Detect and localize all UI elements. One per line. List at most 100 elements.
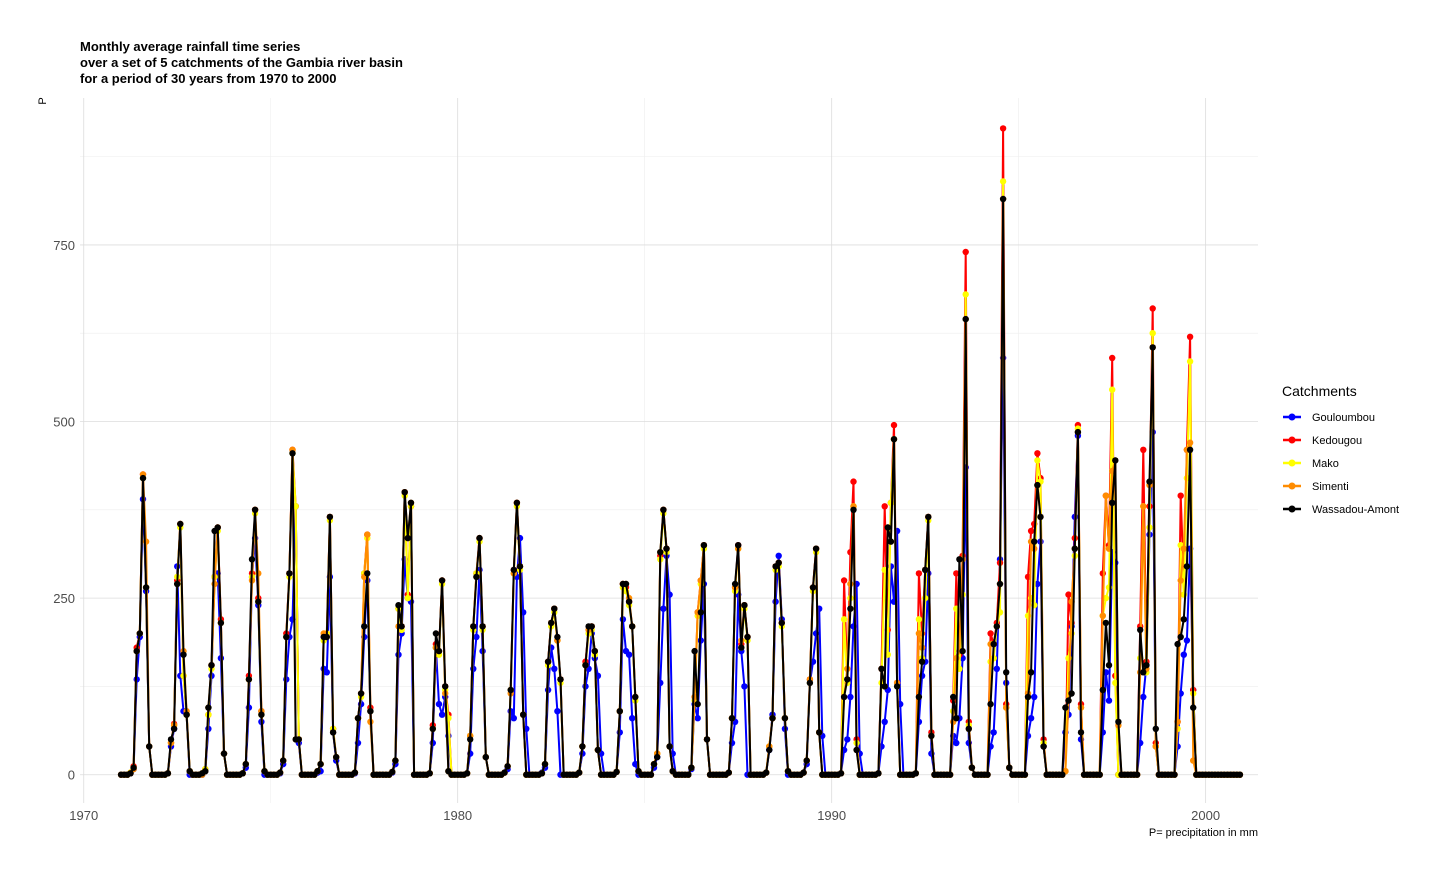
data-point-wassadou-amont — [1105, 662, 1113, 669]
x-tick-label: 1970 — [69, 808, 98, 823]
data-point-wassadou-amont — [202, 768, 209, 775]
data-point-wassadou-amont — [167, 736, 175, 743]
y-tick-labels: 0 250 500 750 — [53, 238, 75, 783]
data-point-wassadou-amont — [438, 577, 446, 584]
data-point-wassadou-amont — [741, 602, 748, 609]
data-point-wassadou-amont — [1177, 633, 1184, 641]
data-point-wassadou-amont — [647, 771, 655, 778]
data-point-wassadou-amont — [467, 736, 474, 743]
data-point-mako — [840, 616, 848, 623]
data-point-wassadou-amont — [850, 506, 857, 513]
data-point-wassadou-amont — [482, 753, 489, 761]
data-point-simenti — [1180, 545, 1188, 552]
data-point-wassadou-amont — [993, 623, 1000, 630]
legend-label: Wassadou-Amont — [1312, 504, 1399, 516]
data-point-wassadou-amont — [840, 693, 848, 701]
data-point-wassadou-amont — [763, 769, 770, 776]
data-point-wassadou-amont — [1062, 704, 1069, 711]
data-point-wassadou-amont — [1171, 771, 1178, 778]
data-point-gouloumbou — [473, 633, 480, 641]
data-point-wassadou-amont — [685, 771, 692, 778]
data-point-gouloumbou — [551, 665, 558, 672]
data-point-wassadou-amont — [404, 534, 411, 542]
data-point-wassadou-amont — [1102, 619, 1110, 627]
data-point-wassadou-amont — [130, 764, 137, 771]
data-point-wassadou-amont — [700, 542, 708, 549]
legend-label: Simenti — [1312, 481, 1349, 493]
data-point-wassadou-amont — [844, 676, 851, 683]
data-point-wassadou-amont — [139, 474, 147, 482]
data-point-mako — [999, 178, 1007, 185]
data-point-wassadou-amont — [735, 542, 742, 549]
data-point-wassadou-amont — [389, 768, 396, 776]
data-point-gouloumbou — [953, 739, 960, 747]
data-point-wassadou-amont — [890, 436, 898, 443]
data-point-wassadou-amont — [258, 711, 265, 718]
data-point-wassadou-amont — [1099, 686, 1107, 694]
data-point-wassadou-amont — [395, 602, 402, 609]
data-point-wassadou-amont — [351, 769, 359, 776]
chart-title: Monthly average rainfall time series ove… — [80, 39, 403, 86]
data-point-mako — [915, 616, 923, 623]
data-point-wassadou-amont — [622, 580, 630, 588]
legend-label: Kedougou — [1312, 435, 1362, 447]
data-point-kedougou — [987, 630, 994, 637]
data-point-wassadou-amont — [180, 651, 187, 658]
data-point-wassadou-amont — [875, 770, 882, 777]
data-point-gouloumbou — [435, 700, 443, 708]
data-point-mako — [1034, 457, 1041, 464]
data-point-kedougou — [1065, 591, 1072, 598]
data-point-wassadou-amont — [956, 556, 963, 563]
data-point-gouloumbou — [1140, 693, 1147, 701]
legend-label: Mako — [1312, 458, 1339, 470]
data-point-wassadou-amont — [174, 580, 181, 588]
data-point-kedougou — [1177, 492, 1184, 499]
chart-caption: P= precipitation in mm — [1149, 827, 1258, 839]
y-tick-label: 250 — [53, 591, 75, 606]
data-point-wassadou-amont — [591, 647, 598, 655]
data-point-wassadou-amont — [959, 647, 966, 655]
data-point-kedougou — [1186, 333, 1194, 340]
data-point-wassadou-amont — [136, 630, 143, 637]
data-point-gouloumbou — [993, 665, 1000, 672]
data-point-wassadou-amont — [893, 683, 901, 690]
data-point-wassadou-amont — [183, 711, 190, 718]
data-point-kedougou — [1034, 450, 1041, 457]
data-point-kedougou — [881, 503, 888, 510]
data-point-wassadou-amont — [1180, 616, 1188, 623]
data-point-gouloumbou — [1105, 697, 1113, 704]
data-point-wassadou-amont — [476, 534, 483, 542]
y-tick-label: 0 — [68, 768, 75, 783]
data-point-wassadou-amont — [965, 725, 972, 732]
data-point-wassadou-amont — [280, 757, 287, 764]
data-point-wassadou-amont — [551, 605, 558, 612]
data-point-wassadou-amont — [650, 760, 658, 768]
data-point-wassadou-amont — [289, 450, 296, 457]
data-point-wassadou-amont — [812, 545, 820, 552]
data-point-wassadou-amont — [407, 499, 415, 506]
data-point-wassadou-amont — [1152, 725, 1160, 732]
data-point-wassadou-amont — [809, 584, 817, 591]
data-point-wassadou-amont — [582, 662, 589, 669]
data-point-mako — [1109, 386, 1116, 393]
data-point-wassadou-amont — [660, 506, 667, 513]
data-point-kedougou — [962, 248, 969, 256]
data-point-gouloumbou — [323, 669, 330, 676]
title-line-1: Monthly average rainfall time series — [80, 39, 300, 54]
data-point-wassadou-amont — [576, 769, 583, 776]
y-tick-label: 500 — [53, 415, 75, 430]
legend: Catchments Gouloumbou Kedougou Mako Simenti… — [1282, 383, 1399, 516]
data-point-wassadou-amont — [1186, 446, 1194, 453]
data-point-wassadou-amont — [479, 623, 486, 630]
data-point-wassadou-amont — [632, 693, 639, 701]
data-point-gouloumbou — [1027, 715, 1035, 722]
data-point-kedougou — [1140, 446, 1147, 453]
data-point-gouloumbou — [554, 708, 561, 715]
data-point-wassadou-amont — [697, 609, 704, 616]
data-point-wassadou-amont — [133, 647, 140, 655]
data-point-wassadou-amont — [544, 658, 552, 665]
data-point-wassadou-amont — [1059, 771, 1066, 778]
data-point-wassadou-amont — [996, 580, 1004, 588]
data-point-wassadou-amont — [950, 693, 957, 701]
